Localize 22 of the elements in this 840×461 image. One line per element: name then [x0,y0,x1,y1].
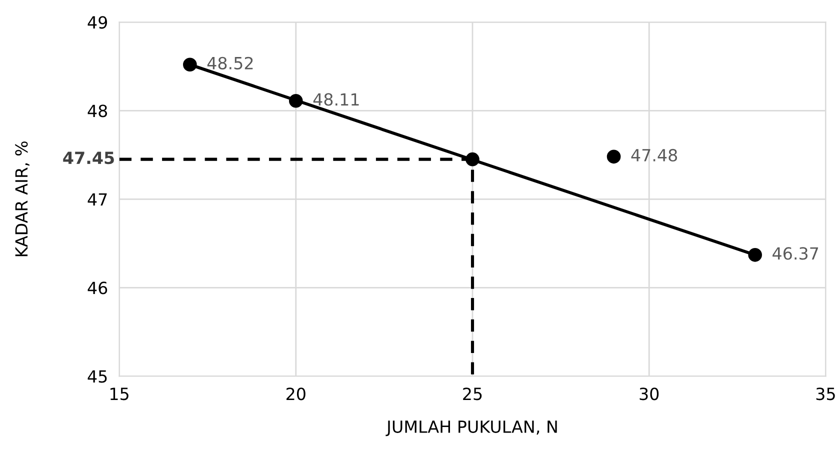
x-tick-label: 15 [110,388,128,400]
y-tick-label: 48 [88,104,108,118]
y-tick-label: 46 [88,282,108,294]
y-axis-title: KADAR AIR, % [15,141,30,256]
x-axis-title: JUMLAH PUKULAN, N [386,420,557,436]
point [748,248,762,262]
y-tick-label: 45 [88,370,107,383]
point [606,150,621,164]
y-tick-label: 49 [88,16,107,29]
point [466,152,480,166]
x-tick-label: 35 [816,388,835,400]
data-label: 48.52 [207,56,253,70]
x-tick-label: 30 [640,388,659,400]
point [288,94,303,108]
y-tick-label: 47 [88,193,107,206]
data-label: 48.11 [313,93,359,106]
annotation: 47.45 [63,152,114,164]
x-tick-label: 25 [463,388,482,400]
point [183,58,197,72]
x-tick-label: 20 [286,388,306,400]
data-label: 47.48 [631,148,678,162]
data-label: 46.37 [772,247,818,260]
